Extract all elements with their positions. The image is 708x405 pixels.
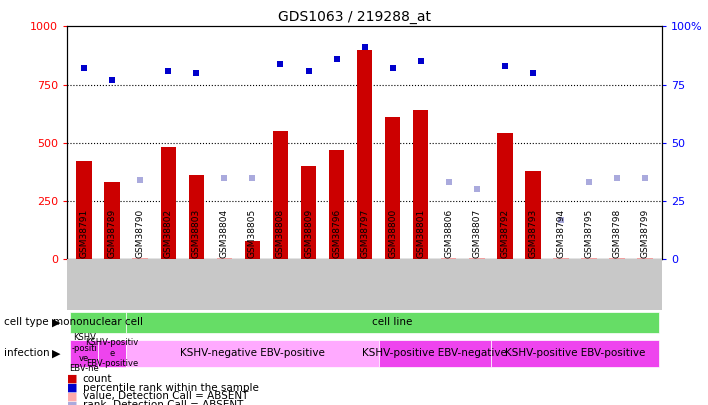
Text: ■: ■ (67, 383, 78, 392)
Bar (132, 258, 148, 259)
Text: GDS1063 / 219288_at: GDS1063 / 219288_at (278, 10, 430, 24)
Bar (273, 131, 288, 259)
Bar (161, 147, 176, 259)
Text: KSHV-positive EBV-positive: KSHV-positive EBV-positive (505, 348, 645, 358)
Text: KSHV
-positi
ve
EBV-ne: KSHV -positi ve EBV-ne (69, 333, 99, 373)
Text: ■: ■ (67, 374, 78, 384)
Bar (385, 117, 401, 259)
Text: mononuclear cell: mononuclear cell (53, 318, 143, 327)
Text: count: count (83, 374, 113, 384)
Text: KSHV-negative EBV-positive: KSHV-negative EBV-positive (180, 348, 325, 358)
Bar (98, 340, 126, 367)
Text: KSHV-positiv
e
EBV-positive: KSHV-positiv e EBV-positive (86, 339, 139, 368)
Text: ▶: ▶ (52, 318, 60, 327)
Bar (245, 241, 260, 259)
Bar (329, 150, 344, 259)
Text: ■: ■ (67, 392, 78, 401)
Text: value, Detection Call = ABSENT: value, Detection Call = ABSENT (83, 392, 249, 401)
Bar (553, 258, 569, 259)
Bar (441, 258, 457, 259)
Text: cell type: cell type (4, 318, 48, 327)
Bar (491, 340, 659, 367)
Text: ▶: ▶ (52, 348, 60, 358)
Bar (357, 50, 372, 259)
Bar (469, 258, 484, 259)
Text: infection: infection (4, 348, 49, 358)
Bar (497, 134, 513, 259)
Bar (76, 162, 92, 259)
Bar (637, 258, 653, 259)
Bar (379, 340, 491, 367)
Bar (217, 258, 232, 259)
Bar (126, 340, 379, 367)
Bar (70, 340, 98, 367)
Bar (610, 258, 625, 259)
Text: KSHV-positive EBV-negative: KSHV-positive EBV-negative (362, 348, 507, 358)
Text: ■: ■ (67, 401, 78, 405)
Bar (413, 110, 428, 259)
Bar (105, 182, 120, 259)
Bar (188, 175, 204, 259)
Bar (581, 258, 597, 259)
Bar (70, 312, 126, 333)
Bar (525, 171, 541, 259)
Bar (301, 166, 316, 259)
Text: cell line: cell line (372, 318, 413, 327)
Text: percentile rank within the sample: percentile rank within the sample (83, 383, 258, 392)
Bar (126, 312, 659, 333)
Text: rank, Detection Call = ABSENT: rank, Detection Call = ABSENT (83, 401, 244, 405)
